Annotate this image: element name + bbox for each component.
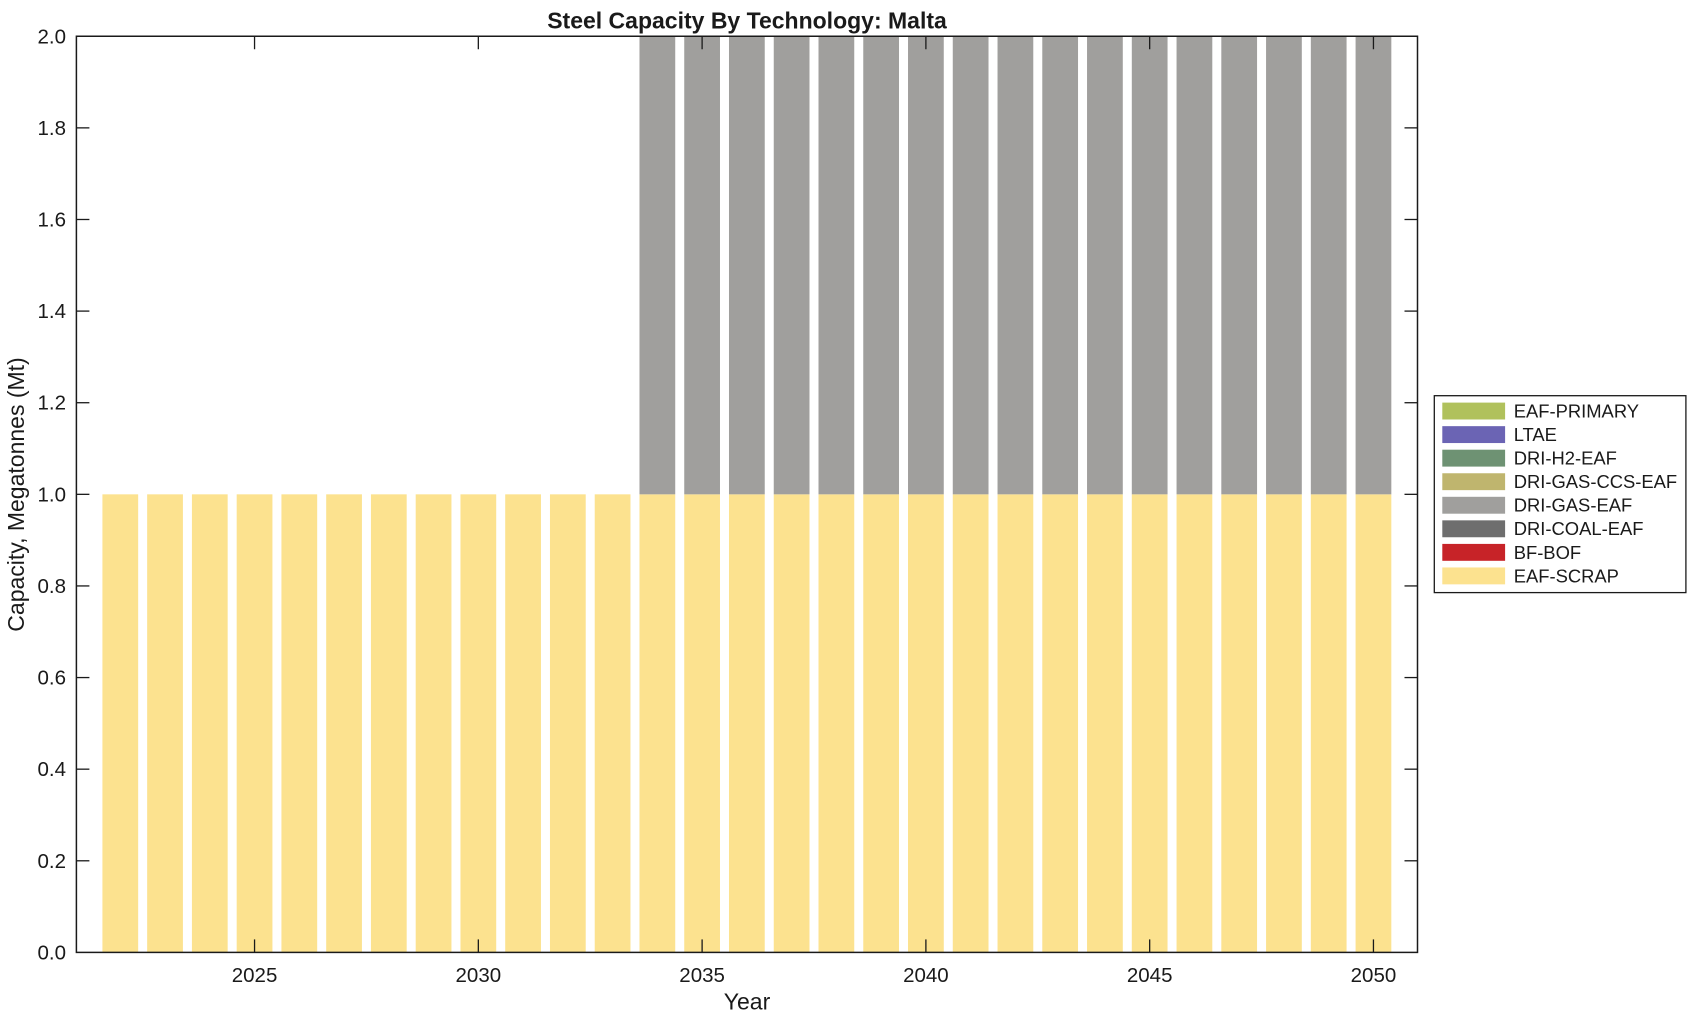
svg-text:2.0: 2.0 [38, 25, 67, 48]
svg-text:Steel Capacity By Technology:: Steel Capacity By Technology: Malta [547, 8, 947, 34]
svg-text:Capacity, Megatonnes (Mt): Capacity, Megatonnes (Mt) [3, 357, 29, 631]
svg-text:EAF-SCRAP: EAF-SCRAP [1514, 565, 1619, 586]
svg-text:2045: 2045 [1127, 964, 1173, 987]
svg-text:0.8: 0.8 [38, 575, 67, 598]
svg-text:1.6: 1.6 [38, 208, 67, 231]
svg-text:EAF-PRIMARY: EAF-PRIMARY [1514, 400, 1639, 421]
svg-text:0.0: 0.0 [38, 941, 67, 964]
svg-text:Year: Year [724, 989, 771, 1015]
svg-text:1.0: 1.0 [38, 483, 67, 506]
svg-text:DRI-H2-EAF: DRI-H2-EAF [1514, 448, 1617, 469]
svg-text:DRI-GAS-CCS-EAF: DRI-GAS-CCS-EAF [1514, 471, 1677, 492]
svg-text:1.8: 1.8 [38, 117, 67, 140]
svg-text:2030: 2030 [456, 964, 502, 987]
svg-text:0.2: 0.2 [38, 850, 67, 873]
svg-text:2035: 2035 [679, 964, 725, 987]
svg-text:2040: 2040 [903, 964, 949, 987]
svg-text:DRI-COAL-EAF: DRI-COAL-EAF [1514, 518, 1644, 539]
svg-text:0.4: 0.4 [38, 758, 67, 781]
svg-text:1.4: 1.4 [38, 300, 67, 323]
svg-text:BF-BOF: BF-BOF [1514, 542, 1581, 563]
svg-text:2050: 2050 [1351, 964, 1397, 987]
svg-text:1.2: 1.2 [38, 392, 67, 415]
svg-text:LTAE: LTAE [1514, 424, 1557, 445]
svg-text:DRI-GAS-EAF: DRI-GAS-EAF [1514, 495, 1633, 516]
svg-text:0.6: 0.6 [38, 667, 67, 690]
svg-text:2025: 2025 [232, 964, 278, 987]
